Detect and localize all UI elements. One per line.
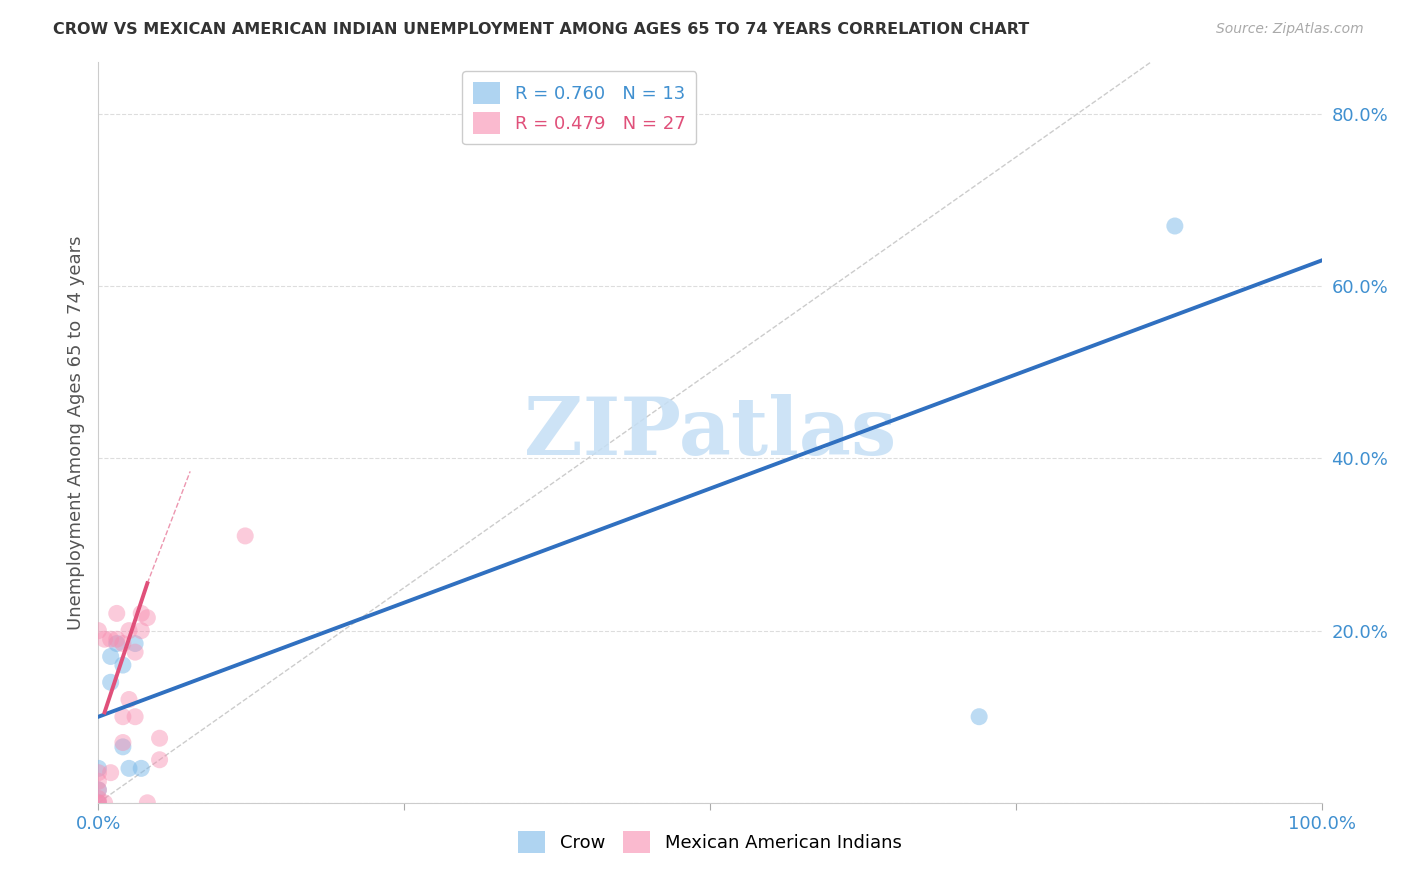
Point [111, 735, 134, 749]
Point [105, 607, 128, 621]
Y-axis label: Unemployment Among Ages 65 to 74 years: Unemployment Among Ages 65 to 74 years [66, 235, 84, 630]
Point [87, 796, 110, 810]
Point [124, 709, 146, 723]
Point [129, 607, 152, 621]
Point [136, 610, 159, 624]
Point [149, 731, 172, 746]
Point [87, 796, 110, 810]
Point [124, 636, 146, 650]
Point [93, 632, 115, 647]
Point [100, 675, 122, 690]
Point [967, 709, 990, 723]
Point [105, 636, 128, 650]
Point [87, 796, 110, 810]
Point [87, 765, 110, 780]
Point [105, 632, 128, 647]
Point [1164, 219, 1187, 233]
Point [87, 783, 110, 797]
Point [87, 624, 110, 638]
Point [100, 765, 122, 780]
Point [87, 791, 110, 805]
Point [111, 658, 134, 673]
Point [111, 739, 134, 754]
Point [118, 692, 141, 706]
Point [129, 761, 152, 775]
Point [111, 709, 134, 723]
Point [93, 796, 115, 810]
Point [100, 649, 122, 664]
Point [87, 761, 110, 775]
Point [118, 761, 141, 775]
Text: Source: ZipAtlas.com: Source: ZipAtlas.com [1216, 22, 1364, 37]
Point [136, 796, 159, 810]
Point [87, 774, 110, 789]
Text: CROW VS MEXICAN AMERICAN INDIAN UNEMPLOYMENT AMONG AGES 65 TO 74 YEARS CORRELATI: CROW VS MEXICAN AMERICAN INDIAN UNEMPLOY… [53, 22, 1029, 37]
Legend: Crow, Mexican American Indians: Crow, Mexican American Indians [512, 824, 908, 861]
Point [149, 753, 172, 767]
Point [118, 624, 141, 638]
Point [124, 645, 146, 659]
Point [129, 624, 152, 638]
Text: ZIPatlas: ZIPatlas [524, 393, 896, 472]
Point [233, 529, 256, 543]
Point [111, 636, 134, 650]
Point [87, 783, 110, 797]
Point [100, 632, 122, 647]
